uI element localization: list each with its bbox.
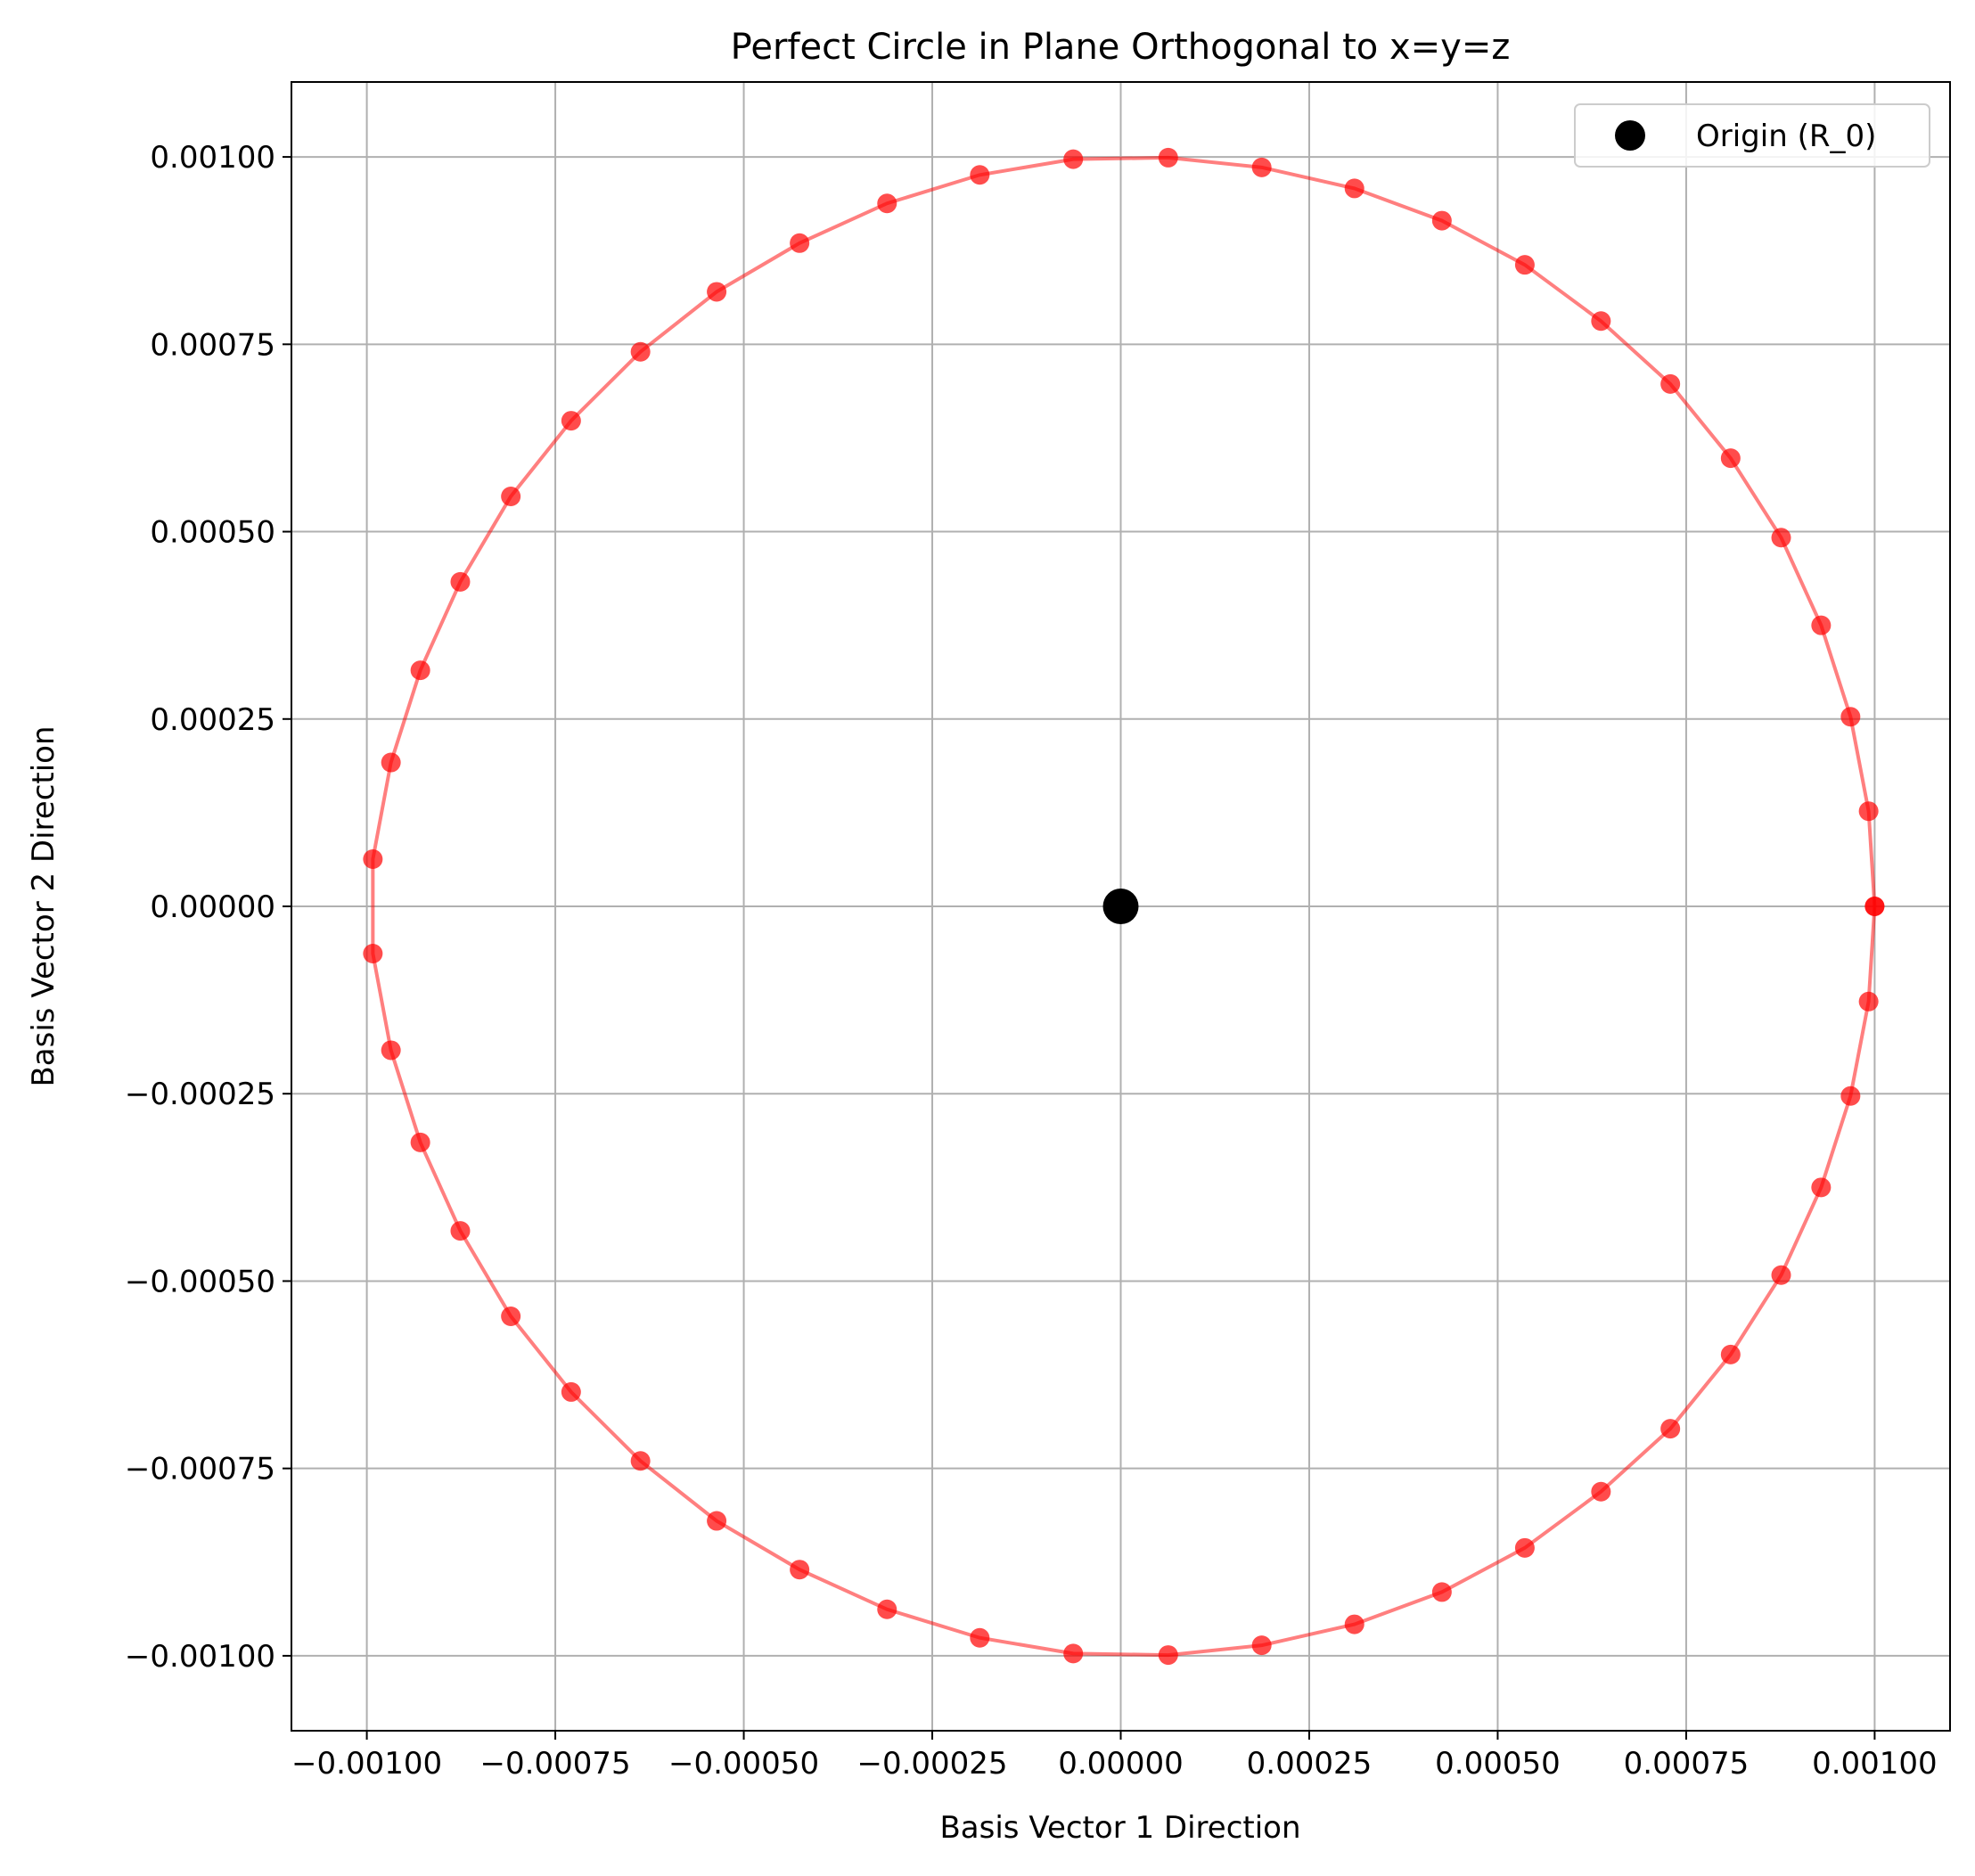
origin-point [1102, 889, 1139, 924]
circle-point [1660, 1419, 1681, 1439]
circle-point [1840, 707, 1861, 727]
circle-point [501, 487, 521, 507]
x-tick-label: 0.00075 [1624, 1746, 1750, 1782]
circle-point [1063, 1643, 1084, 1664]
circle-point [1251, 157, 1272, 177]
y-tick-label: −0.00100 [125, 1639, 275, 1675]
circle-point [1251, 1635, 1272, 1656]
circle-point [1591, 311, 1611, 332]
circle-point [1431, 1582, 1452, 1602]
circle-point [1431, 210, 1452, 231]
series-layer [363, 147, 1885, 1666]
circle-point [410, 660, 430, 681]
circle-point [561, 411, 581, 431]
circle-point [1840, 1085, 1861, 1106]
legend-origin-label: Origin (R_0) [1696, 119, 1876, 154]
chart-title: Perfect Circle in Plane Orthogonal to x=… [731, 27, 1511, 68]
y-tick-label: −0.00075 [125, 1452, 275, 1487]
circle-point [707, 1511, 727, 1531]
circle-point [790, 1560, 810, 1580]
circle-point [1660, 373, 1681, 394]
circle-point [363, 849, 383, 870]
x-tick-label: 0.00050 [1435, 1746, 1561, 1782]
circle-point [707, 282, 727, 302]
legend-origin-marker [1615, 120, 1645, 151]
circle-point [1771, 528, 1791, 548]
x-tick-label: −0.00025 [856, 1746, 1007, 1782]
circle-point [450, 571, 471, 592]
circle-point [970, 165, 990, 185]
circle-point [1158, 1645, 1178, 1666]
x-tick-label: −0.00050 [668, 1746, 819, 1782]
y-tick-label: −0.00025 [125, 1077, 275, 1112]
circle-line [371, 155, 1877, 1658]
circle-point [1720, 1344, 1741, 1364]
x-tick-label: 0.00100 [1812, 1746, 1938, 1782]
circle-point [630, 341, 651, 362]
circle-point [970, 1627, 990, 1648]
circle-point [1063, 149, 1084, 169]
circle-point [450, 1221, 471, 1241]
y-tick-label: −0.00050 [125, 1264, 275, 1299]
circle-point [561, 1381, 581, 1402]
circle-point [1811, 615, 1832, 635]
circle-point [1344, 178, 1364, 199]
y-tick-label: 0.00100 [150, 140, 275, 176]
circle-point [877, 193, 897, 214]
y-tick-label: 0.00000 [150, 889, 275, 925]
x-axis-label: Basis Vector 1 Direction [939, 1810, 1300, 1846]
circle-point [1864, 897, 1885, 916]
circle-point [501, 1306, 521, 1326]
legend-box [1574, 103, 1930, 168]
circle-point [1720, 448, 1741, 469]
circle-point [877, 1599, 897, 1619]
circle-point [1858, 991, 1879, 1012]
circle-point [1344, 1614, 1364, 1634]
circle-point [1514, 255, 1535, 275]
circle-point [1591, 1481, 1611, 1502]
y-tick-label: 0.00075 [150, 327, 275, 363]
circle-point [363, 943, 383, 963]
circle-point [410, 1132, 430, 1152]
y-tick-label: 0.00050 [150, 515, 275, 551]
tick-layer: −0.00100 −0.00075 −0.00050 −0.00025 0.00000 0… [125, 140, 1938, 1782]
x-tick-label: 0.00000 [1058, 1746, 1184, 1782]
x-tick-label: −0.00100 [291, 1746, 442, 1782]
circle-point [1771, 1265, 1791, 1285]
circle-point [381, 1040, 401, 1061]
circle-point [1811, 1177, 1832, 1198]
y-axis-label: Basis Vector 2 Direction [26, 725, 61, 1086]
circle-point [790, 233, 810, 253]
circle-point [1158, 147, 1178, 168]
circle-point [1858, 801, 1879, 822]
circle-point [381, 752, 401, 773]
circle-point [1514, 1537, 1535, 1558]
x-tick-label: 0.00025 [1247, 1746, 1373, 1782]
y-tick-label: 0.00025 [150, 702, 275, 738]
x-tick-label: −0.00075 [480, 1746, 631, 1782]
circle-point [630, 1451, 651, 1471]
legend: Origin (R_0) [1574, 103, 1930, 168]
